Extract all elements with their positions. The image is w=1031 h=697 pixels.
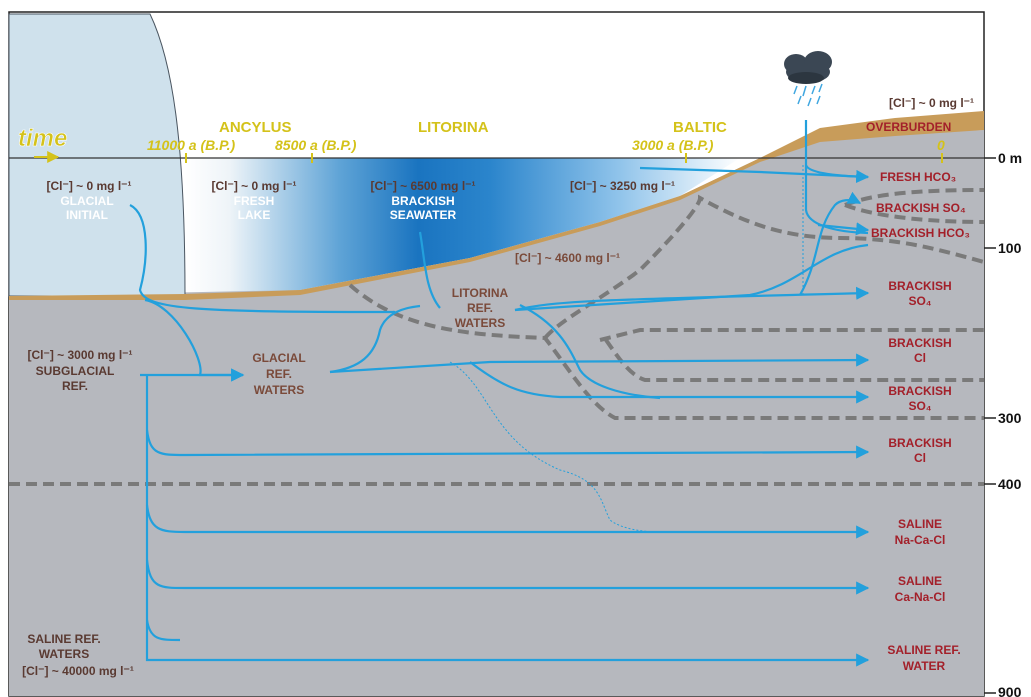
svg-text:WATER: WATER [903,659,946,673]
svg-text:BRACKISH: BRACKISH [888,436,951,450]
svg-text:SUBGLACIAL: SUBGLACIAL [36,364,115,378]
svg-text:[Cl⁻] ~ 40000 mg l⁻¹: [Cl⁻] ~ 40000 mg l⁻¹ [22,664,134,678]
svg-text:LITORINA: LITORINA [452,286,509,300]
svg-text:GLACIAL: GLACIAL [252,351,305,365]
svg-text:SO₄: SO₄ [908,294,931,308]
svg-text:SALINE REF.: SALINE REF. [887,643,960,657]
date-8500: 8500 a (B.P.) [275,137,357,153]
svg-text:Cl: Cl [914,351,926,365]
svg-text:Na-Ca-Cl: Na-Ca-Cl [895,533,946,547]
depth-scale: 0 m 100 300 400 900 [984,150,1022,697]
svg-text:SEAWATER: SEAWATER [390,208,457,222]
water-type-brackish-hco3: BRACKISH HCO₃ [871,226,970,240]
svg-text:[Cl⁻] ~ 6500 mg l⁻¹: [Cl⁻] ~ 6500 mg l⁻¹ [370,179,475,193]
svg-text:REF.: REF. [62,379,88,393]
svg-text:BRACKISH: BRACKISH [888,336,951,350]
depth-300: 300 [998,410,1022,426]
water-type-brackish-so4-upper: BRACKISH SO₄ [876,201,966,215]
chloride-baltic: [Cl⁻] ~ 3250 mg l⁻¹ [570,179,675,193]
svg-text:[Cl⁻] ~ 3000 mg l⁻¹: [Cl⁻] ~ 3000 mg l⁻¹ [27,348,132,362]
svg-text:INITIAL: INITIAL [66,208,108,222]
depth-400: 400 [998,476,1022,492]
depth-100: 100 [998,240,1022,256]
time-label: time [18,125,67,152]
date-11000: 11000 a (B.P.) [147,137,236,153]
svg-text:Cl: Cl [914,451,926,465]
svg-text:BRACKISH: BRACKISH [888,279,951,293]
svg-text:REF.: REF. [467,301,493,315]
ice-sheet-icon [9,14,185,296]
overburden-label: OVERBURDEN [866,120,951,134]
svg-text:WATERS: WATERS [39,647,89,661]
era-baltic: BALTIC [673,119,727,136]
svg-text:FRESH: FRESH [234,194,275,208]
svg-text:Ca-Na-Cl: Ca-Na-Cl [895,590,946,604]
svg-text:REF.: REF. [266,367,292,381]
era-litorina: LITORINA [418,119,489,136]
svg-text:LAKE: LAKE [238,208,271,222]
chloride-litorina-ref: [Cl⁻] ~ 4600 mg l⁻¹ [515,251,620,265]
date-0: 0 [937,137,945,153]
depth-900: 900 [998,684,1022,697]
svg-text:[Cl⁻] ~ 0 mg l⁻¹: [Cl⁻] ~ 0 mg l⁻¹ [46,179,131,193]
depth-0: 0 m [998,150,1022,166]
svg-text:[Cl⁻] ~ 0 mg l⁻¹: [Cl⁻] ~ 0 mg l⁻¹ [211,179,296,193]
era-ancylus: ANCYLUS [219,119,292,136]
water-type-fresh-hco3: FRESH HCO₃ [880,170,956,184]
svg-text:SALINE REF.: SALINE REF. [27,632,100,646]
svg-text:WATERS: WATERS [455,316,505,330]
chloride-present: [Cl⁻] ~ 0 mg l⁻¹ [889,96,974,110]
svg-text:GLACIAL: GLACIAL [60,194,113,208]
svg-text:SALINE: SALINE [898,517,942,531]
svg-text:SO₄: SO₄ [908,399,931,413]
svg-text:BRACKISH: BRACKISH [888,384,951,398]
date-3000: 3000 a (B.P.) [632,137,714,153]
svg-text:BRACKISH: BRACKISH [391,194,454,208]
svg-text:SALINE: SALINE [898,574,942,588]
svg-text:WATERS: WATERS [254,383,304,397]
